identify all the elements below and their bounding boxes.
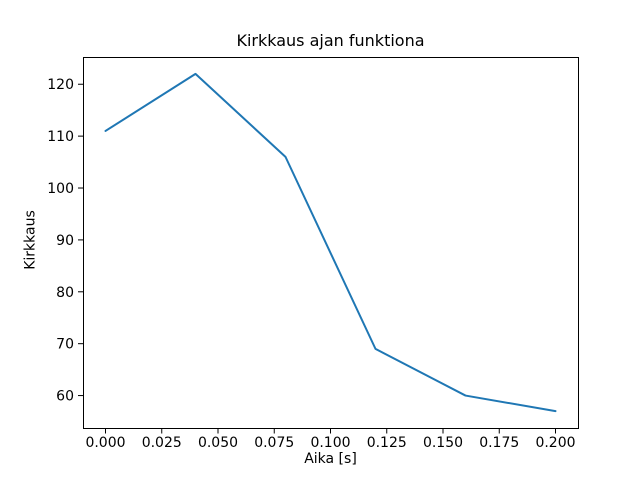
chart-title: Kirkkaus ajan funktiona [236, 31, 425, 50]
x-tick-label: 0.175 [479, 435, 519, 451]
x-tick-label: 0.075 [254, 435, 294, 451]
x-tick-label: 0.000 [85, 435, 125, 451]
y-tick-label: 70 [56, 337, 74, 353]
x-tick-label: 0.100 [310, 435, 350, 451]
y-tick-label: 60 [56, 389, 74, 405]
y-tick-label: 110 [47, 129, 74, 145]
y-tick-label: 100 [47, 181, 74, 197]
x-tick-label: 0.125 [367, 435, 407, 451]
x-tick-label: 0.050 [198, 435, 238, 451]
x-tick-label: 0.025 [142, 435, 182, 451]
axes-frame [83, 57, 579, 429]
x-axis-label: Aika [s] [304, 451, 357, 467]
y-tick-label: 120 [47, 77, 74, 93]
x-tick-label: 0.200 [535, 435, 575, 451]
x-tick-label: 0.150 [423, 435, 463, 451]
y-tick-label: 80 [56, 285, 74, 301]
y-tick-label: 90 [56, 233, 74, 249]
data-line [104, 72, 557, 413]
